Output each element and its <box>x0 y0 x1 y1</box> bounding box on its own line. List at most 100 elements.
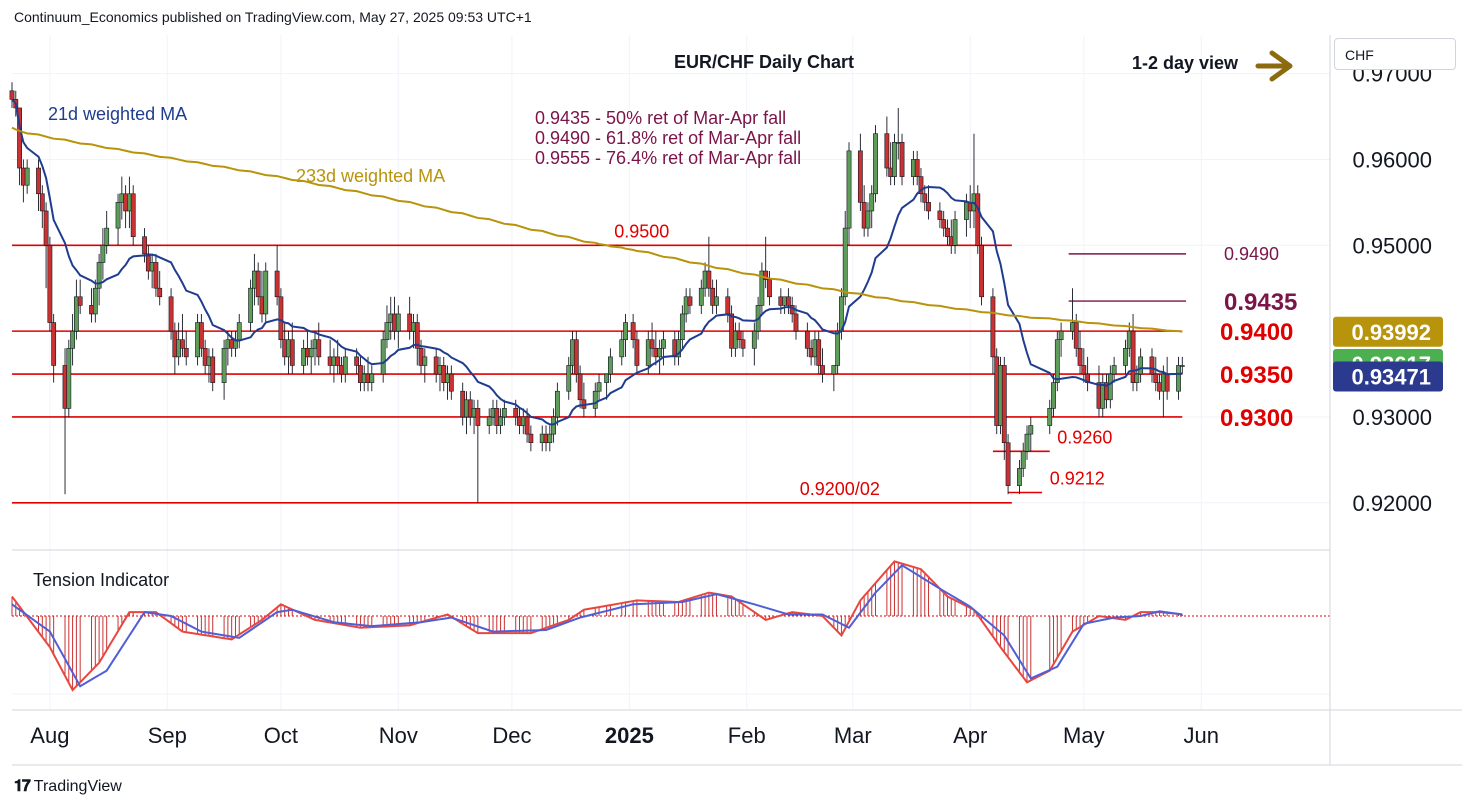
candle-body <box>592 390 598 409</box>
candle-body <box>698 287 704 306</box>
candle-body <box>649 339 655 349</box>
candle-body <box>130 193 136 238</box>
candle-body <box>221 347 227 383</box>
support-resistance-levels <box>12 244 1187 504</box>
candle-body <box>1123 347 1128 366</box>
candle-body <box>142 236 147 255</box>
y-tick-label: 0.96000 <box>1352 147 1432 172</box>
ma233-line <box>11 126 1183 333</box>
candle-body <box>1077 347 1083 366</box>
candlestick-series <box>9 82 1185 503</box>
candle-body <box>369 373 375 383</box>
candle-body <box>70 330 75 349</box>
y-tick-label: 0.93000 <box>1352 405 1432 430</box>
candle-body <box>183 347 189 358</box>
candle-body <box>551 416 556 435</box>
fib-label: 0.9435 <box>1224 289 1297 316</box>
candle-body <box>619 339 625 358</box>
candle-body <box>92 287 98 315</box>
candle-body <box>528 433 534 444</box>
candle-body <box>714 296 719 306</box>
candle-body <box>1153 373 1159 383</box>
osc-fast-line <box>11 560 1183 692</box>
price-axis-tag <box>1333 361 1443 392</box>
candle-body <box>1130 330 1136 383</box>
candle-body <box>1138 356 1144 375</box>
candle-body <box>1058 330 1064 341</box>
candle-body <box>96 262 102 289</box>
currency-box[interactable]: CHF <box>1334 38 1456 70</box>
candle-body <box>990 296 996 358</box>
candle-body <box>342 356 348 375</box>
fib-label: 0.9490 <box>1224 244 1279 264</box>
x-tick-label: Jun <box>1183 723 1218 748</box>
candle-body <box>831 365 837 375</box>
candle-body <box>498 416 503 426</box>
candle-body <box>395 313 401 332</box>
candle-body <box>1073 322 1079 349</box>
view-note: 1-2 day view <box>1132 53 1239 73</box>
candle-body <box>884 133 890 169</box>
level-label: 0.9300 <box>1220 405 1293 432</box>
x-tick-label: Oct <box>264 723 298 748</box>
candle-body <box>289 339 295 366</box>
candle-body <box>448 373 454 392</box>
candle-body <box>914 159 920 177</box>
fib-note-764: 0.9555 - 76.4% ret of Mar-Apr fall <box>535 148 801 168</box>
candle-body <box>1134 373 1140 383</box>
candle-body <box>645 339 651 366</box>
tradingview-brand[interactable]: 𝟏𝟕 TradingView <box>14 778 122 796</box>
candle-body <box>869 193 875 212</box>
candle-body <box>1149 356 1155 375</box>
candle-body <box>1081 365 1087 375</box>
x-tick-label: Mar <box>834 723 872 748</box>
candle-body <box>384 322 390 341</box>
candle-body <box>66 347 72 409</box>
level-label: 0.9350 <box>1220 362 1293 389</box>
candle-body <box>604 373 610 383</box>
candle-body <box>1024 433 1030 452</box>
candle-body <box>608 356 613 375</box>
publisher-header: Continuum_Economics published on Trading… <box>14 9 532 25</box>
candle-body <box>1179 365 1185 367</box>
candle-body <box>1047 408 1053 426</box>
candle-body <box>687 296 693 306</box>
candle-body <box>278 296 284 341</box>
price-axis-tag-label: 0.93471 <box>1351 365 1431 390</box>
candle-body <box>759 270 765 306</box>
candle-body <box>922 193 928 203</box>
candle-body <box>1054 339 1060 383</box>
candle-body <box>43 210 49 246</box>
x-tick-label: Aug <box>30 723 69 748</box>
ma21-label: 21d weighted MA <box>48 104 187 124</box>
candle-body <box>180 339 185 349</box>
candle-body <box>77 296 83 306</box>
x-tick-label: Apr <box>953 723 987 748</box>
candle-body <box>316 339 322 358</box>
candle-body <box>566 365 572 392</box>
candle-body <box>36 167 41 195</box>
candle-body <box>422 356 428 366</box>
candle-body <box>952 219 958 246</box>
x-tick-label: Sep <box>148 723 187 748</box>
candle-body <box>274 270 280 298</box>
candle-body <box>168 296 174 332</box>
fib-note-50: 0.9435 - 50% ret of Mar-Apr fall <box>535 108 786 128</box>
candle-body <box>115 202 121 229</box>
candle-body <box>941 219 947 229</box>
level-label: 0.9400 <box>1220 319 1293 346</box>
level-labels: 0.9500 0.9400 0.9350 0.9300 0.9200/02 0.9260 0… <box>614 221 1297 498</box>
candle-body <box>945 227 950 238</box>
candle-body <box>865 210 871 229</box>
candle-body <box>513 408 519 418</box>
candle-body <box>236 322 242 341</box>
candle-body <box>634 339 640 366</box>
chart-title: EUR/CHF Daily Chart <box>674 52 854 72</box>
tradingview-logo-icon: 𝟏𝟕 <box>14 778 31 795</box>
candle-body <box>767 279 772 298</box>
candle-body <box>100 244 106 263</box>
candle-body <box>1020 450 1026 469</box>
candle-body <box>793 313 799 332</box>
brand-label: TradingView <box>33 778 122 795</box>
